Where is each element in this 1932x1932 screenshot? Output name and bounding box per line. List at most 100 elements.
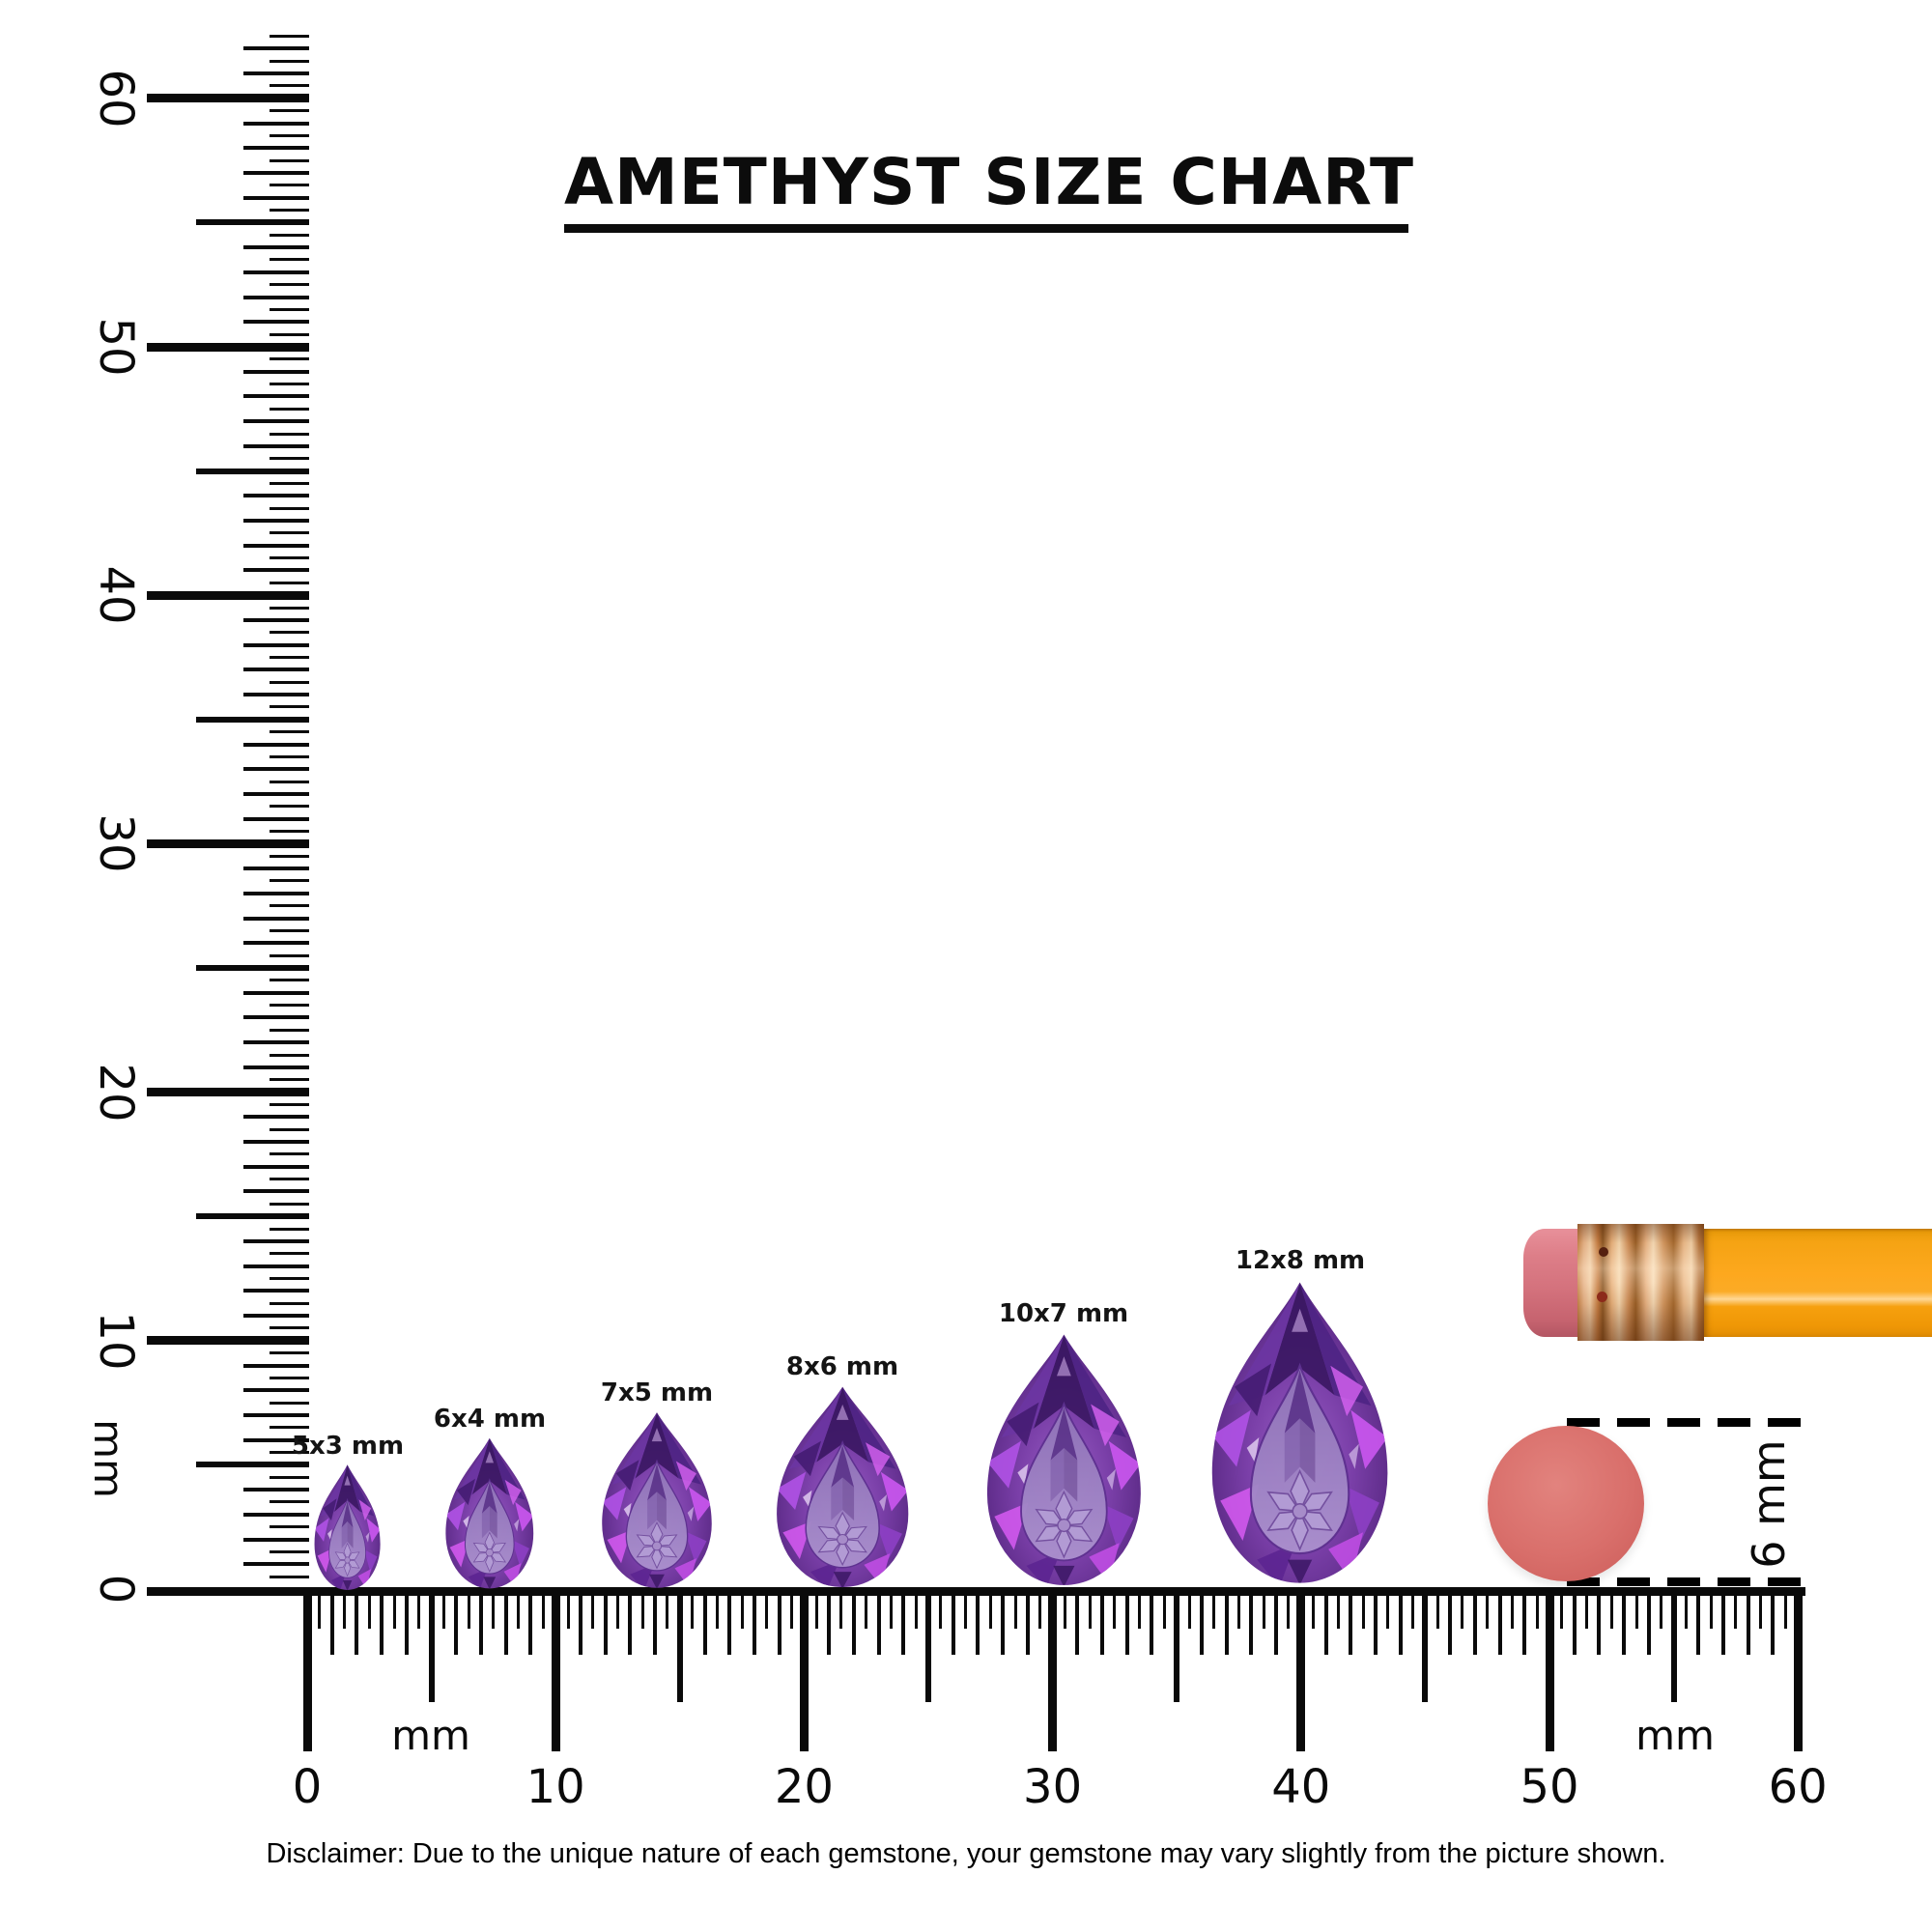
h-ruler-tick-one: [454, 1589, 459, 1655]
h-ruler-tick-half: [1734, 1589, 1738, 1629]
gem-size-label: 5x3 mm: [291, 1431, 405, 1461]
v-ruler-tick-one: [243, 916, 309, 921]
v-ruler-tick-one: [243, 791, 309, 796]
v-ruler-tick-five: [196, 1462, 309, 1468]
ferrule-rivet-icon: [1599, 1247, 1608, 1257]
h-ruler-tick-half: [1461, 1589, 1464, 1629]
gem-size-label: 8x6 mm: [785, 1351, 899, 1381]
v-ruler-tick-major: [147, 1336, 309, 1346]
h-ruler-tick-half: [790, 1589, 794, 1629]
h-ruler-tick-major: [1048, 1589, 1058, 1751]
h-ruler-tick-half: [1783, 1589, 1787, 1629]
v-ruler-tick-half: [270, 1178, 309, 1181]
v-ruler-tick-five: [196, 1213, 309, 1220]
v-ruler-tick-half: [270, 1202, 309, 1206]
h-ruler-tick-half: [889, 1589, 893, 1629]
v-ruler-tick-half: [270, 1549, 309, 1553]
v-ruler-tick-half: [270, 1401, 309, 1405]
v-ruler-tick-one: [243, 1388, 309, 1393]
v-ruler-tick-major: [147, 342, 309, 352]
v-ruler-tick-one: [243, 1015, 309, 1020]
h-ruler-tick-half: [1237, 1589, 1240, 1629]
v-ruler-tick-half: [270, 1127, 309, 1131]
h-ruler-tick-half: [1013, 1589, 1017, 1629]
v-ruler-tick-half: [270, 1053, 309, 1057]
v-ruler-tick-half: [270, 1426, 309, 1430]
v-ruler-tick-half: [270, 556, 309, 560]
v-ruler-tick-one: [243, 1264, 309, 1268]
h-ruler-tick-half: [839, 1589, 843, 1629]
h-ruler-tick-five: [1174, 1589, 1180, 1702]
h-ruler-tick-one: [901, 1589, 906, 1655]
amethyst-gem-8x6mm: [766, 1383, 919, 1594]
h-ruler-tick-half: [318, 1589, 322, 1629]
v-ruler-tick-one: [243, 295, 309, 299]
h-ruler-tick-half: [616, 1589, 619, 1629]
v-ruler-tick-half: [270, 158, 309, 162]
v-ruler-tick-major: [147, 838, 309, 848]
v-ruler-tick-half: [270, 606, 309, 610]
v-ruler-tick-five: [196, 716, 309, 723]
h-ruler-tick-half: [1411, 1589, 1415, 1629]
v-ruler-tick-one: [243, 1314, 309, 1319]
v-ruler-tick-five: [196, 468, 309, 474]
h-ruler-tick-half: [1660, 1589, 1663, 1629]
v-ruler-tick-one: [243, 1238, 309, 1243]
h-ruler-tick-one: [702, 1589, 707, 1655]
h-ruler-tick-half: [939, 1589, 943, 1629]
v-ruler-tick-one: [243, 941, 309, 946]
h-ruler-tick-half: [467, 1589, 470, 1629]
v-ruler-tick-one: [243, 1488, 309, 1492]
v-ruler-tick-half: [270, 383, 309, 386]
v-ruler-tick-one: [243, 617, 309, 622]
h-ruler-tick-major: [1296, 1589, 1306, 1751]
eraser-circle: [1488, 1426, 1644, 1581]
h-ruler-tick-one: [851, 1589, 856, 1655]
gem-size-label: 6x4 mm: [433, 1405, 547, 1435]
h-ruler-tick-one: [1349, 1589, 1353, 1655]
circle-size-label: 6 mm: [1743, 1439, 1795, 1569]
h-ruler-tick-half: [1262, 1589, 1265, 1629]
h-ruler-tick-one: [404, 1589, 409, 1655]
h-ruler-tick-one: [503, 1589, 508, 1655]
h-ruler-tick-one: [355, 1589, 359, 1655]
v-ruler-tick-half: [270, 581, 309, 584]
h-ruler-tick-one: [1696, 1589, 1701, 1655]
v-ruler-tick-half: [270, 258, 309, 262]
v-ruler-tick-half: [270, 506, 309, 510]
h-ruler-tick-one: [976, 1589, 980, 1655]
h-ruler-tick-half: [1187, 1589, 1191, 1629]
h-ruler-tick-half: [1162, 1589, 1166, 1629]
h-ruler-tick-one: [1001, 1589, 1006, 1655]
h-ruler-tick-one: [1274, 1589, 1279, 1655]
v-ruler-tick-half: [270, 283, 309, 287]
h-ruler-tick-half: [1560, 1589, 1564, 1629]
h-ruler-tick-five: [1422, 1589, 1429, 1702]
h-ruler-tick-one: [876, 1589, 881, 1655]
v-ruler-tick-half: [270, 357, 309, 361]
v-ruler-tick-one: [243, 270, 309, 274]
v-ruler-tick-half: [270, 730, 309, 734]
pencil-eraser-tip: [1523, 1229, 1578, 1337]
h-ruler-tick-one: [1398, 1589, 1403, 1655]
v-ruler-tick-one: [243, 1289, 309, 1293]
h-ruler-tick-major: [1545, 1589, 1554, 1751]
h-ruler-tick-one: [951, 1589, 955, 1655]
v-ruler-tick-one: [243, 519, 309, 524]
h-ruler-tick-one: [653, 1589, 658, 1655]
h-ruler-tick-half: [640, 1589, 644, 1629]
pencil-body: [1704, 1229, 1932, 1337]
v-ruler-tick-half: [270, 780, 309, 783]
v-ruler-tick-one: [243, 195, 309, 200]
v-ruler-tick-one: [243, 1363, 309, 1368]
h-ruler-tick-half: [1038, 1589, 1042, 1629]
v-ruler-number: 60: [89, 69, 143, 128]
v-ruler-tick-half: [270, 233, 309, 237]
h-ruler-tick-half: [1609, 1589, 1613, 1629]
h-ruler-tick-one: [1323, 1589, 1328, 1655]
h-ruler-tick-one: [1572, 1589, 1577, 1655]
h-ruler-tick-half: [1709, 1589, 1713, 1629]
h-ruler-tick-half: [1113, 1589, 1117, 1629]
h-ruler-tick-half: [765, 1589, 769, 1629]
v-ruler-tick-half: [270, 59, 309, 63]
